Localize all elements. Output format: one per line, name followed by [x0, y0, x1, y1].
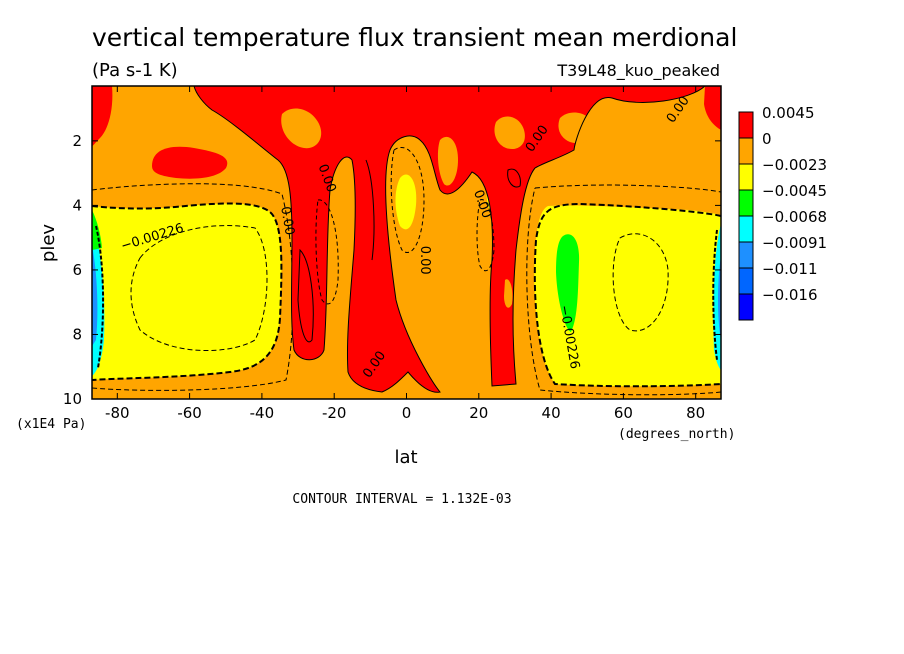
legend-label: −0.0023 — [762, 156, 827, 174]
y-axis-ticks: 2 4 6 8 10 — [63, 132, 721, 408]
darkblue-edge-south — [92, 246, 98, 346]
yellow-region-north — [534, 205, 721, 387]
chart-title: vertical temperature flux transient mean… — [92, 23, 737, 52]
legend-swatch — [738, 215, 754, 243]
x-axis-ticks: -80 -60 -40 -20 0 20 40 60 80 — [105, 86, 705, 422]
contour-label: 0.00 — [417, 246, 432, 275]
y-axis-label: plev — [38, 224, 59, 263]
legend-swatch — [738, 137, 754, 165]
legend-label: 0.0045 — [762, 104, 815, 122]
x-tick-label: -60 — [177, 404, 202, 422]
orange-pocket-5 — [558, 112, 594, 144]
x-units-label: (degrees_north) — [618, 427, 735, 442]
legend-label: −0.0091 — [762, 234, 827, 252]
orange-pocket-6 — [504, 279, 513, 308]
x-tick-label: 0 — [402, 404, 412, 422]
thick-dashed-edge-south — [95, 225, 105, 369]
orange-pocket-4 — [494, 116, 525, 150]
legend-label: −0.016 — [762, 286, 818, 304]
dashed-contour-band-2 — [390, 147, 425, 253]
legend-swatch — [738, 293, 754, 321]
legend-swatch — [738, 267, 754, 295]
dashed-contour-south-outer — [92, 183, 294, 391]
x-tick-label: -80 — [105, 404, 130, 422]
solid-contour-3 — [507, 168, 521, 188]
legend-swatch — [738, 163, 754, 191]
legend-swatch — [738, 241, 754, 269]
contour-label: 0.00 — [277, 205, 297, 236]
run-label: T39L48_kuo_peaked — [556, 61, 720, 81]
x-tick-label: 80 — [686, 404, 705, 422]
y-tick-label: 2 — [72, 132, 82, 150]
color-legend: 0.0045 0 −0.0023 −0.0045 −0.0068 −0.0091 −0.01… — [738, 104, 827, 321]
y-tick-label: 10 — [63, 390, 82, 408]
dashed-contour-north-outer — [526, 184, 721, 396]
x-tick-label: 60 — [614, 404, 633, 422]
yellow-region-south — [92, 203, 282, 380]
green-region-north — [556, 234, 580, 332]
dashed-contour-south-inner — [130, 225, 268, 352]
x-tick-label: 40 — [542, 404, 561, 422]
orange-pocket-3 — [437, 136, 458, 186]
y-tick-label: 4 — [72, 196, 82, 214]
contour-plot-area — [92, 86, 721, 399]
dashed-contour-north-inner — [612, 233, 669, 332]
y-tick-label: 6 — [72, 261, 82, 279]
dashed-contour-band-3 — [476, 199, 495, 272]
red-blob-south-upper — [152, 146, 228, 179]
legend-swatch — [738, 111, 754, 139]
legend-label: −0.0068 — [762, 208, 827, 226]
x-tick-label: -40 — [250, 404, 275, 422]
legend-label: 0 — [762, 130, 772, 148]
contour-interval-note: CONTOUR INTERVAL = 1.132E-03 — [292, 492, 511, 507]
y-tick-label: 8 — [72, 325, 82, 343]
x-tick-label: -20 — [322, 404, 347, 422]
units-label: (Pa s-1 K) — [92, 60, 178, 81]
yellow-blob-equator — [395, 174, 417, 230]
y-units-label: (x1E4 Pa) — [16, 417, 86, 432]
dashed-contour-band-1 — [315, 199, 339, 305]
red-corner-north — [704, 86, 721, 130]
thick-dashed-contour-north — [533, 202, 721, 388]
x-axis-label: lat — [394, 447, 417, 468]
legend-swatch — [738, 189, 754, 217]
red-region-upper-band — [194, 86, 705, 393]
solid-contour-2 — [365, 159, 375, 261]
orange-pocket-2 — [209, 121, 232, 144]
red-region-outline — [193, 86, 706, 393]
red-corner-south — [92, 86, 113, 146]
legend-label: −0.0045 — [762, 182, 827, 200]
x-tick-label: 20 — [469, 404, 488, 422]
thick-dashed-edge-north — [712, 229, 718, 361]
legend-label: −0.011 — [762, 260, 818, 278]
solid-contour-1 — [297, 248, 314, 343]
orange-pocket-1 — [281, 108, 322, 149]
